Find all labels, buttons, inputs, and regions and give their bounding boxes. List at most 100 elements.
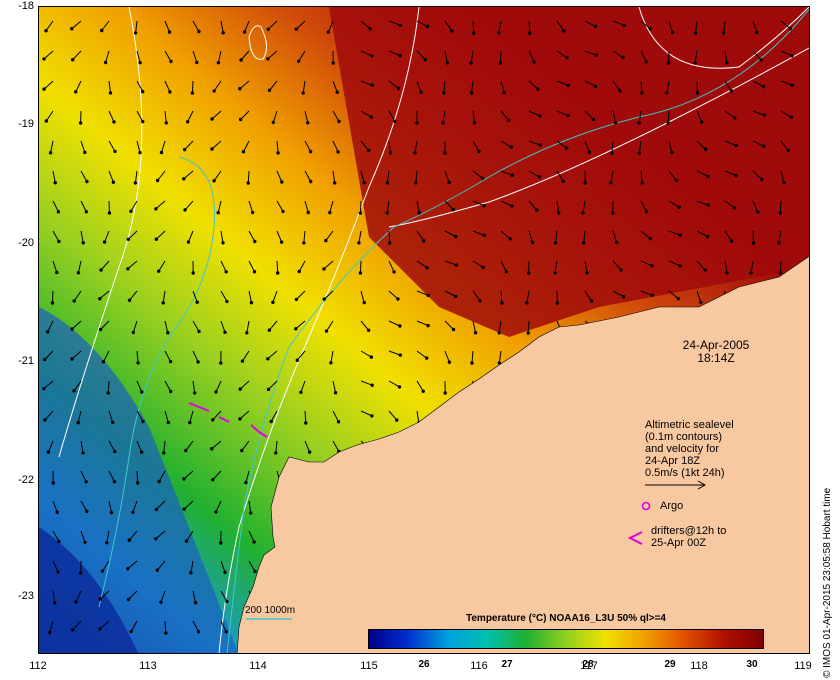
velocity-arrow-head [366, 148, 371, 153]
velocity-arrow [388, 380, 400, 388]
velocity-arrow [752, 140, 765, 147]
velocity-arrow-head [182, 507, 186, 511]
velocity-arrow-head [133, 181, 138, 185]
velocity-arrow-head [566, 83, 570, 88]
velocity-arrow-head [225, 599, 229, 604]
velocity-arrow [386, 200, 390, 213]
velocity-arrow [104, 230, 110, 243]
velocity-arrow [248, 530, 255, 543]
velocity-arrow [101, 20, 110, 31]
velocity-arrow-head [112, 120, 116, 124]
velocity-arrow-head [245, 331, 249, 335]
velocity-arrow-head [164, 121, 169, 125]
velocity-arrow [416, 380, 424, 392]
velocity-arrow [211, 440, 222, 450]
velocity-arrow-head [195, 60, 199, 65]
velocity-arrow-head [530, 240, 535, 245]
velocity-arrow [247, 170, 250, 184]
bathymetry-contour [98, 156, 216, 608]
velocity-arrow [326, 320, 334, 332]
velocity-arrow-head [749, 271, 753, 275]
velocity-arrow [72, 620, 82, 631]
velocity-arrow-head [182, 177, 186, 181]
velocity-arrow-head [100, 28, 104, 33]
velocity-arrow [136, 350, 139, 363]
lon-label: 119 [794, 660, 812, 672]
velocity-arrow [132, 320, 138, 333]
velocity-arrow-head [154, 507, 159, 512]
velocity-arrow-head [267, 328, 272, 332]
velocity-arrow-head [166, 420, 171, 425]
velocity-arrow-head [129, 629, 133, 634]
velocity-arrow-head [445, 61, 449, 65]
velocity-arrow-head [526, 271, 531, 275]
velocity-arrow [778, 230, 782, 243]
velocity-arrow-head [666, 61, 671, 65]
velocity-arrow-head [81, 241, 85, 245]
velocity-arrow [248, 500, 252, 513]
velocity-arrow-head [502, 90, 506, 95]
velocity-arrow-head [693, 61, 697, 65]
velocity-arrow [211, 110, 222, 120]
velocity-arrow-head [44, 29, 48, 33]
velocity-arrow [164, 50, 172, 62]
velocity-arrow [211, 140, 222, 150]
velocity-arrow-head [252, 270, 257, 274]
velocity-arrow-head [108, 91, 113, 95]
velocity-arrow-head [131, 510, 135, 514]
velocity-arrow-head [98, 597, 102, 601]
velocity-arrow [388, 410, 398, 421]
velocity-arrow [47, 320, 54, 333]
velocity-arrow [220, 260, 227, 273]
velocity-arrow-head [414, 181, 418, 185]
velocity-arrow-head [71, 58, 75, 62]
velocity-arrow-head [725, 61, 729, 65]
velocity-arrow [136, 380, 143, 393]
lon-label: 116 [470, 660, 488, 672]
velocity-arrow-head [790, 83, 794, 87]
velocity-arrow-head [252, 540, 256, 544]
velocity-arrow-head [246, 181, 250, 185]
velocity-arrow-head [538, 143, 542, 147]
velocity-arrow-head [648, 27, 652, 31]
velocity-arrow-head [537, 175, 542, 179]
velocity-arrow-head [695, 91, 700, 95]
velocity-arrow [135, 20, 138, 33]
velocity-arrow-head [398, 23, 402, 27]
velocity-arrow-head [140, 390, 144, 394]
velocity-arrow [696, 170, 709, 177]
velocity-arrow [696, 290, 702, 303]
velocity-arrow-head [107, 211, 112, 215]
velocity-arrow-head [398, 324, 402, 328]
velocity-arrow-head [221, 241, 225, 245]
velocity-arrow-head [48, 151, 53, 155]
velocity-arrow-head [157, 269, 161, 273]
velocity-arrow-head [103, 60, 108, 65]
velocity-arrow [724, 80, 732, 92]
velocity-arrow [498, 350, 502, 363]
velocity-arrow-head [510, 173, 514, 177]
velocity-arrow-head [74, 90, 78, 94]
velocity-arrow [220, 20, 224, 33]
velocity-arrow-head [326, 30, 331, 34]
velocity-arrow [164, 320, 169, 333]
velocity-arrow-head [640, 91, 644, 95]
velocity-arrow-head [704, 147, 708, 151]
velocity-arrow [327, 20, 334, 33]
velocity-arrow-head [370, 54, 374, 58]
velocity-arrow [584, 260, 588, 273]
velocity-arrow [163, 440, 166, 453]
velocity-arrow-head [219, 361, 223, 365]
velocity-arrow-head [557, 211, 561, 215]
velocity-arrow [275, 440, 278, 453]
velocity-arrow [752, 50, 762, 61]
velocity-arrow-head [472, 121, 477, 125]
velocity-arrow-head [154, 207, 158, 211]
velocity-arrow-head [357, 241, 361, 245]
velocity-arrow [612, 260, 622, 271]
velocity-arrow [127, 560, 138, 570]
velocity-arrow [528, 80, 539, 90]
velocity-arrow [248, 260, 255, 272]
velocity-arrow-head [644, 60, 648, 64]
velocity-arrow [640, 20, 651, 30]
